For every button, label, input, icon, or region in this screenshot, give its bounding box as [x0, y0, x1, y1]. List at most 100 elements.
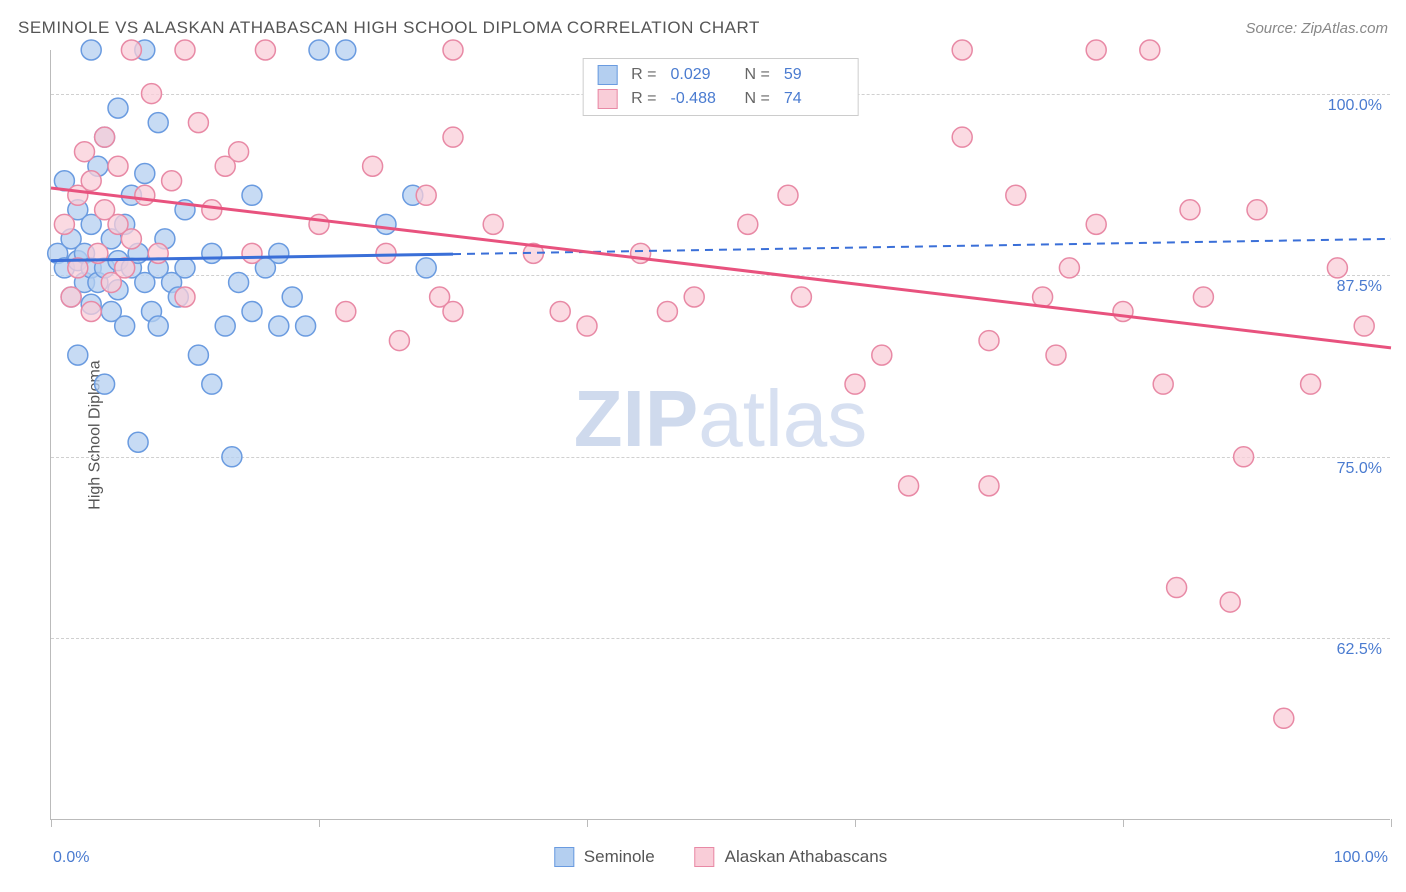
data-point — [416, 258, 436, 278]
data-point — [175, 258, 195, 278]
x-tick — [1391, 819, 1392, 827]
data-point — [952, 127, 972, 147]
data-point — [1193, 287, 1213, 307]
data-point — [577, 316, 597, 336]
legend-stats: R = 0.029 N = 59 R = -0.488 N = 74 — [582, 58, 859, 116]
data-point — [148, 316, 168, 336]
data-point — [215, 316, 235, 336]
legend-swatch — [554, 847, 574, 867]
legend-label: Seminole — [584, 847, 655, 867]
data-point — [778, 185, 798, 205]
data-point — [115, 316, 135, 336]
data-point — [128, 432, 148, 452]
data-point — [336, 40, 356, 60]
data-point — [269, 316, 289, 336]
data-point — [845, 374, 865, 394]
data-point — [75, 142, 95, 162]
r-label: R = — [631, 90, 656, 108]
data-point — [309, 40, 329, 60]
data-point — [443, 127, 463, 147]
legend-swatch — [597, 65, 617, 85]
data-point — [389, 331, 409, 351]
data-point — [175, 287, 195, 307]
data-point — [135, 185, 155, 205]
data-point — [81, 171, 101, 191]
x-tick — [587, 819, 588, 827]
data-point — [81, 40, 101, 60]
data-point — [1006, 185, 1026, 205]
legend-series: Seminole Alaskan Athabascans — [554, 847, 887, 867]
data-point — [282, 287, 302, 307]
data-point — [222, 447, 242, 467]
n-value: 74 — [784, 90, 844, 108]
data-point — [363, 156, 383, 176]
legend-swatch — [695, 847, 715, 867]
r-value: -0.488 — [671, 90, 731, 108]
data-point — [1140, 40, 1160, 60]
data-point — [657, 302, 677, 322]
data-point — [1086, 214, 1106, 234]
data-point — [1167, 578, 1187, 598]
legend-stats-row: R =0.029N =59 — [583, 63, 858, 87]
x-max-label: 100.0% — [1334, 849, 1388, 867]
r-label: R = — [631, 66, 656, 84]
data-point — [416, 185, 436, 205]
legend-label: Alaskan Athabascans — [725, 847, 888, 867]
legend-swatch — [597, 89, 617, 109]
data-point — [1354, 316, 1374, 336]
data-point — [376, 243, 396, 263]
data-point — [148, 113, 168, 133]
data-point — [135, 163, 155, 183]
r-value: 0.029 — [671, 66, 731, 84]
data-point — [95, 127, 115, 147]
data-point — [1113, 302, 1133, 322]
data-point — [142, 84, 162, 104]
data-point — [872, 345, 892, 365]
data-point — [108, 98, 128, 118]
data-point — [202, 374, 222, 394]
x-tick — [855, 819, 856, 827]
data-point — [1220, 592, 1240, 612]
data-point — [979, 331, 999, 351]
data-point — [255, 40, 275, 60]
data-point — [1301, 374, 1321, 394]
data-point — [95, 374, 115, 394]
data-point — [61, 287, 81, 307]
data-point — [296, 316, 316, 336]
data-point — [483, 214, 503, 234]
legend-stats-row: R = -0.488 N = 74 — [583, 87, 858, 111]
data-point — [54, 214, 74, 234]
data-point — [202, 243, 222, 263]
data-point — [1059, 258, 1079, 278]
data-point — [443, 302, 463, 322]
data-point — [738, 214, 758, 234]
data-point — [1327, 258, 1347, 278]
data-point — [1180, 200, 1200, 220]
data-point — [443, 40, 463, 60]
data-point — [269, 243, 289, 263]
data-point — [1046, 345, 1066, 365]
data-point — [121, 229, 141, 249]
data-point — [242, 243, 262, 263]
data-point — [242, 302, 262, 322]
data-point — [791, 287, 811, 307]
n-value: 59 — [784, 66, 844, 84]
plot-area: High School Diploma 62.5%75.0%87.5%100.0… — [50, 50, 1390, 820]
data-point — [550, 302, 570, 322]
data-point — [979, 476, 999, 496]
legend-item: Alaskan Athabascans — [695, 847, 888, 867]
data-point — [68, 345, 88, 365]
x-tick — [1123, 819, 1124, 827]
x-min-label: 0.0% — [53, 849, 89, 867]
chart-source: Source: ZipAtlas.com — [1245, 20, 1388, 37]
data-point — [1247, 200, 1267, 220]
x-tick — [51, 819, 52, 827]
chart-header: SEMINOLE VS ALASKAN ATHABASCAN HIGH SCHO… — [18, 18, 1388, 38]
data-point — [309, 214, 329, 234]
scatter-svg — [51, 50, 1390, 819]
data-point — [376, 214, 396, 234]
data-point — [242, 185, 262, 205]
data-point — [1153, 374, 1173, 394]
n-label: N = — [745, 90, 770, 108]
data-point — [108, 156, 128, 176]
